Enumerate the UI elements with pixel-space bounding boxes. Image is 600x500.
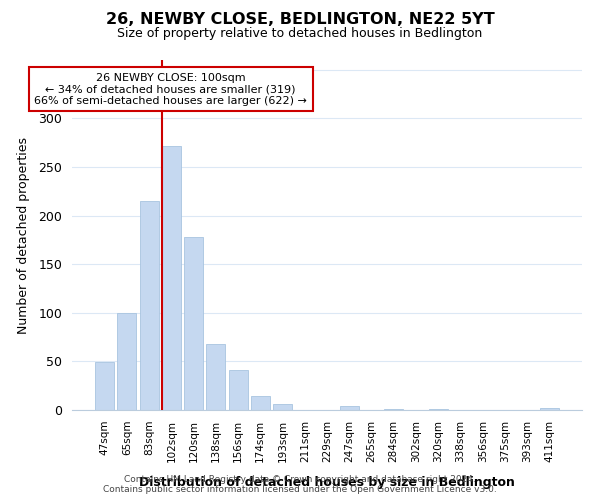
Text: 26, NEWBY CLOSE, BEDLINGTON, NE22 5YT: 26, NEWBY CLOSE, BEDLINGTON, NE22 5YT: [106, 12, 494, 28]
Text: Contains HM Land Registry data © Crown copyright and database right 2024.
Contai: Contains HM Land Registry data © Crown c…: [103, 474, 497, 494]
Bar: [273, 404, 292, 410]
Bar: [95, 362, 114, 410]
Bar: [384, 409, 403, 410]
Bar: [251, 396, 270, 410]
Bar: [340, 406, 359, 410]
Bar: [206, 344, 225, 410]
Bar: [162, 146, 181, 410]
Y-axis label: Number of detached properties: Number of detached properties: [17, 136, 30, 334]
Bar: [540, 408, 559, 410]
Bar: [140, 201, 158, 410]
Text: 26 NEWBY CLOSE: 100sqm
← 34% of detached houses are smaller (319)
66% of semi-de: 26 NEWBY CLOSE: 100sqm ← 34% of detached…: [34, 72, 307, 106]
Bar: [429, 409, 448, 410]
Text: Size of property relative to detached houses in Bedlington: Size of property relative to detached ho…: [118, 28, 482, 40]
Bar: [184, 237, 203, 410]
Bar: [118, 313, 136, 410]
Bar: [229, 370, 248, 410]
X-axis label: Distribution of detached houses by size in Bedlington: Distribution of detached houses by size …: [139, 476, 515, 488]
